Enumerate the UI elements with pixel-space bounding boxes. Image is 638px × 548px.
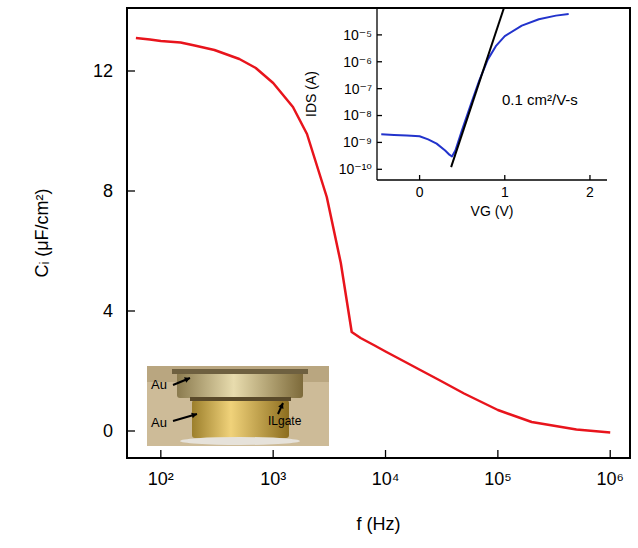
arrow-head bbox=[191, 413, 197, 419]
series-line bbox=[451, 8, 504, 167]
top-electrode bbox=[177, 371, 303, 398]
y-tick-label: 10⁻⁷ bbox=[344, 81, 372, 97]
y-tick-label: 12 bbox=[93, 61, 113, 81]
x-tick-label: 10⁶ bbox=[596, 469, 623, 489]
x-axis-title: f (Hz) bbox=[357, 514, 401, 534]
y-tick bbox=[377, 34, 382, 35]
y-tick-label: 10⁻⁸ bbox=[343, 107, 372, 123]
x-tick bbox=[385, 450, 386, 458]
y-tick bbox=[377, 142, 382, 143]
x-tick-label: 10⁵ bbox=[484, 469, 511, 489]
y-tick-label: 10⁻¹⁰ bbox=[339, 161, 373, 177]
photo-background bbox=[147, 366, 329, 446]
x-tick-label: 2 bbox=[586, 184, 594, 200]
series-group bbox=[381, 8, 568, 167]
y-axis-line bbox=[376, 8, 377, 180]
plot-frame bbox=[127, 8, 630, 458]
annotation: Au bbox=[151, 377, 167, 392]
chart-root: 10²10³10⁴10⁵10⁶04812f (Hz)Cᵢ (μF/cm²)AuA… bbox=[0, 0, 638, 548]
y-tick-label: 10⁻⁹ bbox=[343, 134, 372, 150]
arrow-head bbox=[278, 403, 283, 409]
series-line bbox=[136, 38, 610, 433]
x-tick bbox=[504, 175, 505, 180]
ionic-liquid-gate bbox=[190, 397, 291, 401]
y-tick-label: 10⁻⁵ bbox=[343, 27, 372, 43]
x-tick bbox=[160, 450, 161, 458]
y-tick-label: 4 bbox=[103, 301, 113, 321]
arrow-head bbox=[184, 377, 190, 382]
y-tick bbox=[127, 190, 135, 191]
annotation: Au bbox=[151, 415, 167, 430]
y-tick-label: 10⁻⁶ bbox=[343, 54, 372, 70]
y-tick bbox=[127, 430, 135, 431]
annotation: ILgate bbox=[268, 414, 302, 428]
y-axis-title: IDS (A) bbox=[303, 71, 319, 117]
series-line bbox=[381, 14, 568, 157]
y-tick bbox=[377, 169, 382, 170]
y-tick bbox=[127, 310, 135, 311]
x-tick bbox=[589, 175, 590, 180]
x-tick bbox=[273, 450, 274, 458]
annotation: 0.1 cm²/V-s bbox=[502, 91, 578, 108]
photo-base bbox=[180, 437, 300, 445]
y-tick bbox=[127, 70, 135, 71]
plot-1: 0 1 2 10⁻¹⁰ 10⁻⁹ 10⁻⁸ 10⁻⁷ 10⁻⁶ 10⁻⁵ VG (V) IDS (A… bbox=[303, 8, 607, 219]
x-axis-line bbox=[377, 179, 607, 180]
x-tick-label: 0 bbox=[416, 184, 424, 200]
x-axis-title: VG (V) bbox=[471, 203, 514, 219]
x-tick bbox=[419, 175, 420, 180]
y-tick bbox=[377, 115, 382, 116]
x-tick-label: 10² bbox=[148, 469, 174, 489]
x-tick-label: 1 bbox=[501, 184, 509, 200]
photo-inset: Au Au ILgate bbox=[147, 366, 329, 446]
series-group bbox=[136, 38, 610, 433]
plot-0: 10²10³10⁴10⁵10⁶04812f (Hz)Cᵢ (μF/cm²) bbox=[32, 8, 630, 534]
arrow bbox=[173, 378, 190, 385]
y-tick bbox=[377, 88, 382, 89]
y-axis-title: Cᵢ (μF/cm²) bbox=[32, 188, 52, 277]
x-tick-label: 10⁴ bbox=[372, 469, 400, 489]
x-tick bbox=[610, 450, 611, 458]
y-tick-label: 0 bbox=[103, 421, 113, 441]
y-tick bbox=[377, 61, 382, 62]
top-electrode-rim bbox=[172, 369, 308, 374]
x-tick bbox=[497, 450, 498, 458]
x-tick-label: 10³ bbox=[260, 469, 286, 489]
arrow bbox=[278, 403, 283, 414]
y-tick-label: 8 bbox=[103, 181, 113, 201]
